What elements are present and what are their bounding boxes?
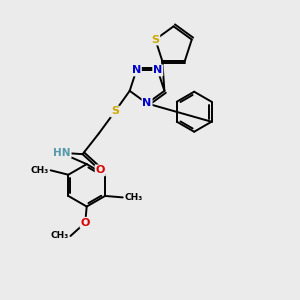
Text: HN: HN xyxy=(53,148,71,158)
Text: N: N xyxy=(142,98,152,109)
Text: CH₃: CH₃ xyxy=(124,193,142,202)
Text: S: S xyxy=(111,106,119,116)
Text: CH₃: CH₃ xyxy=(51,232,69,241)
Text: N: N xyxy=(132,65,141,76)
Text: O: O xyxy=(80,218,90,228)
Text: O: O xyxy=(96,165,105,176)
Text: H: H xyxy=(53,148,62,158)
Text: N: N xyxy=(153,65,162,76)
Text: S: S xyxy=(152,34,159,45)
Text: CH₃: CH₃ xyxy=(31,166,49,175)
